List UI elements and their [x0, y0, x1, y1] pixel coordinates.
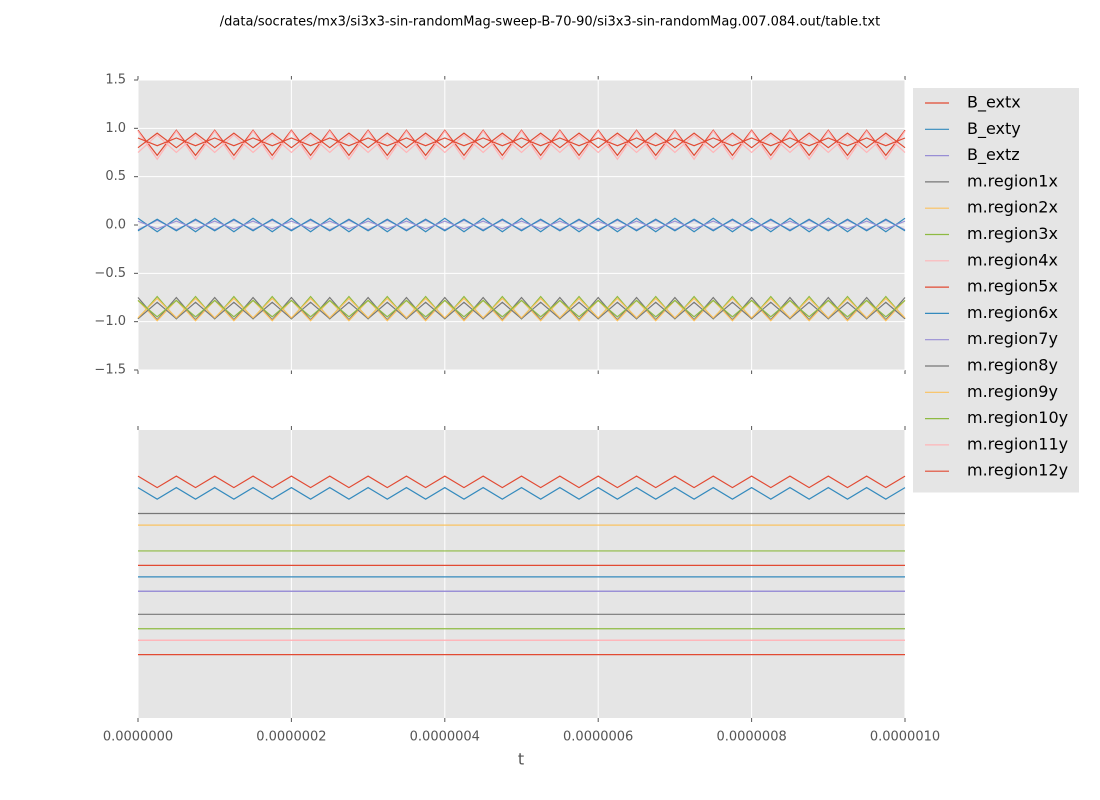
y-tick-label: 1.0 [105, 121, 126, 136]
legend-label: B_extz [967, 145, 1020, 165]
y-tick-label: 0.0 [105, 218, 126, 233]
series-line [137, 217, 906, 233]
legend-label: m.region2x [967, 198, 1058, 217]
y-tick-label: 0.5 [105, 169, 126, 184]
legend-label: m.region4x [967, 250, 1058, 269]
legend-label: m.region7y [967, 329, 1058, 348]
legend-label: B_exty [967, 119, 1021, 139]
legend-label: m.region5x [967, 277, 1058, 296]
legend-label: m.region8y [967, 356, 1058, 375]
y-tick-label: −0.5 [94, 266, 126, 281]
x-tick-label: 0.0000000 [103, 730, 173, 745]
series-line [137, 130, 906, 161]
series-line [137, 220, 906, 230]
series-line [137, 299, 906, 318]
x-tick-label: 0.0000006 [563, 730, 633, 745]
legend-label: m.region9y [967, 382, 1058, 401]
chart-title: /data/socrates/mx3/si3x3-sin-randomMag-s… [220, 15, 880, 30]
legend-label: m.region6x [967, 303, 1058, 322]
series-line [137, 297, 906, 319]
series-line [137, 218, 906, 232]
series-line [137, 301, 906, 320]
legend-label: m.region3x [967, 224, 1058, 243]
x-tick-label: 0.0000008 [716, 730, 786, 745]
y-tick-label: −1.0 [94, 314, 126, 329]
legend-label: m.region1x [967, 171, 1058, 190]
x-tick-label: 0.0000010 [870, 730, 940, 745]
series-line [137, 132, 906, 149]
legend-label: B_extx [967, 93, 1021, 113]
legend-label: m.region11y [967, 434, 1068, 453]
x-tick-label: 0.0000002 [256, 730, 326, 745]
series-line [137, 137, 906, 147]
plot-area [138, 430, 905, 718]
x-axis-label: t [518, 750, 524, 769]
series-line [137, 134, 906, 154]
y-tick-label: 1.5 [105, 73, 126, 88]
series-line [137, 296, 906, 321]
series-line [137, 475, 906, 489]
legend-label: m.region10y [967, 408, 1068, 427]
legend-label: m.region12y [967, 461, 1068, 480]
series-line [137, 486, 906, 500]
y-tick-label: −1.5 [94, 363, 126, 378]
x-tick-label: 0.0000004 [410, 730, 480, 745]
